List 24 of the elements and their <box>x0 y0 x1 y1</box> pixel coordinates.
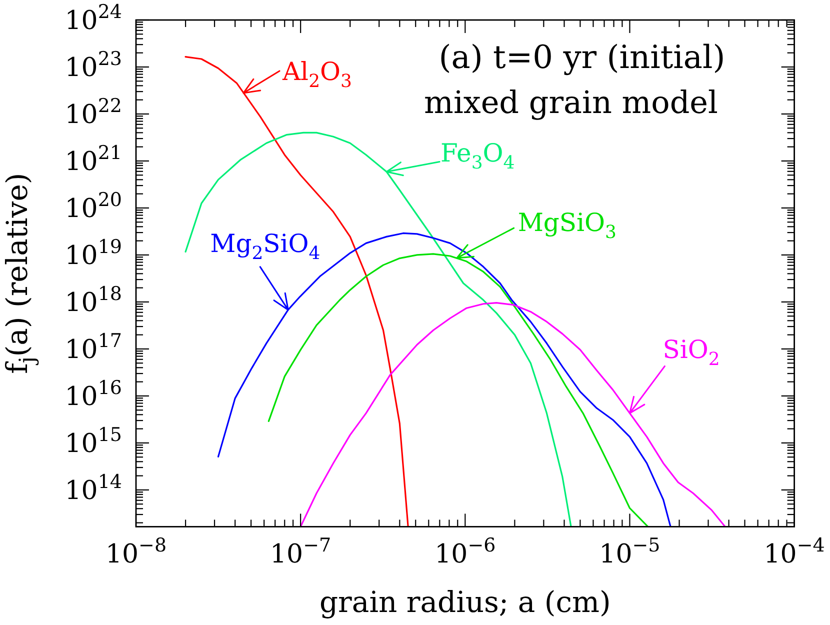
y-tick-label: 10$^{21}$ <box>64 142 122 177</box>
y-tick-label: 10$^{23}$ <box>64 48 122 83</box>
annotation: Fe$_{3}$O$_{4}$ <box>440 138 515 174</box>
x-tick-label: 10$^{−6}$ <box>434 534 496 570</box>
y-tick-label: 10$^{22}$ <box>64 94 122 130</box>
text: (a) t=0 yr (initial) <box>438 38 726 76</box>
x-tick-label: 10$^{−8}$ <box>105 534 167 570</box>
y-tick-label: 10$^{15}$ <box>64 424 122 459</box>
x-tick-label: 10$^{−4}$ <box>764 534 825 570</box>
text: mixed grain model <box>424 85 718 121</box>
x-tick-label: 10$^{−7}$ <box>270 534 332 570</box>
x-tick-label: 10$^{−5}$ <box>599 534 660 570</box>
y-tick-label: 10$^{17}$ <box>64 330 122 365</box>
y-tick-label: 10$^{16}$ <box>64 376 122 412</box>
y-tick-label: 10$^{18}$ <box>64 282 122 318</box>
x-axis-title: grain radius; a (cm) <box>319 585 611 619</box>
annotation: Al$_{2}$O$_{3}$ <box>282 56 352 92</box>
annotation: SiO$_{2}$ <box>662 335 720 370</box>
y-tick-label: 10$^{20}$ <box>64 188 122 224</box>
y-tick-label: 10$^{14}$ <box>64 470 122 506</box>
y-tick-label: 10$^{24}$ <box>64 1 122 36</box>
y-tick-label: 10$^{19}$ <box>64 236 122 271</box>
annotation: MgSiO$_{3}$ <box>518 208 617 244</box>
annotation: Mg$_{2}$SiO$_{4}$ <box>210 228 320 264</box>
